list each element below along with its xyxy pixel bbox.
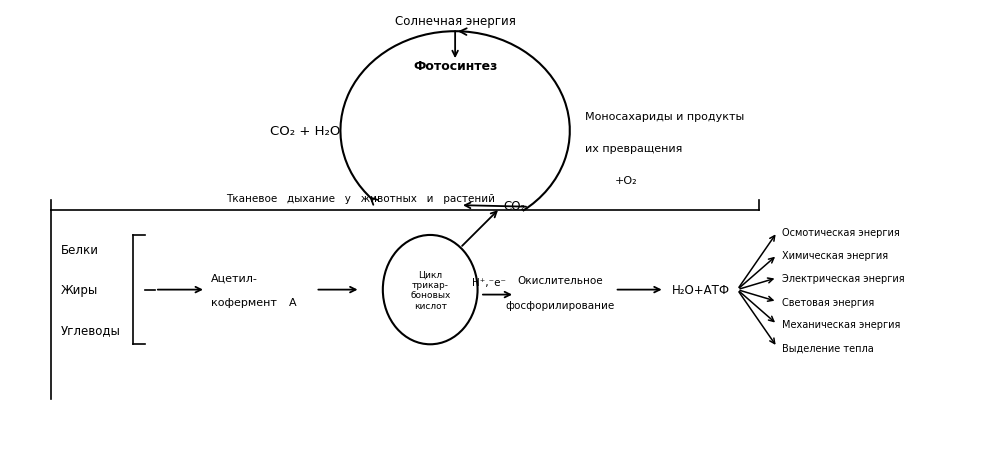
- Text: CO₂ + H₂O: CO₂ + H₂O: [270, 125, 341, 138]
- Text: Механическая энергия: Механическая энергия: [782, 320, 901, 330]
- Text: Моносахариды и продукты: Моносахариды и продукты: [585, 111, 744, 121]
- Text: Солнечная энергия: Солнечная энергия: [395, 15, 516, 28]
- Text: Углеводы: Углеводы: [61, 323, 121, 336]
- Text: +O₂: +O₂: [615, 176, 637, 186]
- Text: Тканевое   дыхание   у   животных   и   растений: Тканевое дыхание у животных и растений: [226, 194, 495, 204]
- Text: Осмотическая энергия: Осмотическая энергия: [782, 228, 900, 238]
- Text: Жиры: Жиры: [61, 283, 98, 297]
- Text: Химическая энергия: Химическая энергия: [782, 250, 888, 260]
- Text: Выделение тепла: Выделение тепла: [782, 343, 874, 353]
- Text: кофермент: кофермент: [211, 297, 277, 307]
- Text: Фотосинтез: Фотосинтез: [413, 61, 497, 73]
- Text: Белки: Белки: [61, 244, 99, 257]
- Text: CO₂: CO₂: [503, 199, 525, 212]
- Text: А: А: [289, 297, 296, 307]
- Text: Цикл
трикар-
боновых
кислот: Цикл трикар- боновых кислот: [410, 270, 450, 310]
- Text: Электрическая энергия: Электрическая энергия: [782, 273, 905, 283]
- Text: H₂O+АТФ: H₂O+АТФ: [672, 283, 730, 297]
- Text: их превращения: их превращения: [585, 144, 682, 154]
- Text: Световая энергия: Световая энергия: [782, 297, 874, 307]
- Text: фосфорилирование: фосфорилирование: [505, 300, 614, 310]
- Text: Окислительное: Окислительное: [517, 275, 603, 285]
- Text: Ацетил-: Ацетил-: [211, 273, 258, 283]
- Text: H⁺,⁻e⁻: H⁺,⁻e⁻: [472, 277, 506, 287]
